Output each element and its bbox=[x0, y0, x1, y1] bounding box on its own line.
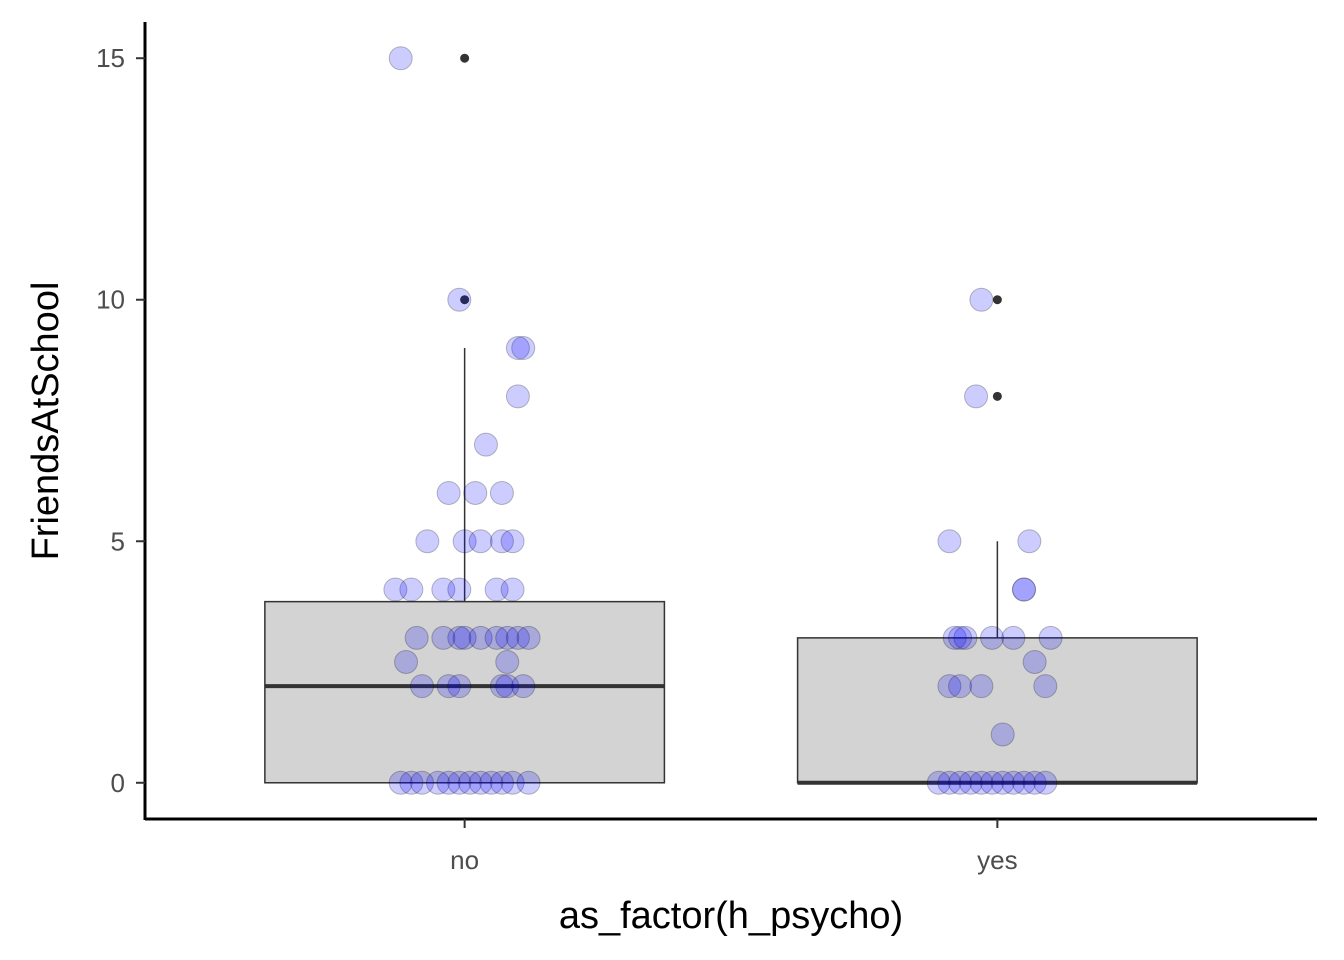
data-point-yes bbox=[969, 287, 994, 312]
data-point-no bbox=[511, 674, 536, 699]
axes-layer bbox=[143, 22, 1317, 821]
data-point-yes bbox=[948, 770, 973, 795]
data-point-no bbox=[426, 770, 450, 795]
data-point-no bbox=[399, 770, 424, 795]
data-point-no bbox=[468, 770, 493, 795]
data-point-no bbox=[452, 625, 477, 650]
data-point-no bbox=[505, 336, 530, 361]
data-point-yes bbox=[926, 770, 951, 795]
data-point-yes bbox=[937, 674, 962, 699]
data-point-yes bbox=[937, 770, 962, 795]
data-point-no bbox=[399, 577, 424, 602]
data-point-no bbox=[500, 770, 525, 795]
data-point-yes bbox=[969, 674, 994, 699]
data-point-no bbox=[436, 674, 461, 699]
data-point-no bbox=[410, 770, 435, 795]
boxes-layer bbox=[264, 53, 1198, 785]
data-point-yes bbox=[1012, 577, 1036, 602]
data-point-no bbox=[447, 287, 472, 312]
data-point-no bbox=[500, 577, 525, 602]
data-point-yes bbox=[1012, 770, 1036, 795]
data-point-yes bbox=[953, 625, 978, 650]
data-point-no bbox=[489, 674, 514, 699]
data-point-yes bbox=[980, 770, 1005, 795]
points-layer bbox=[383, 46, 1063, 795]
data-point-no bbox=[484, 625, 509, 650]
data-point-no bbox=[505, 384, 530, 409]
data-point-no bbox=[447, 674, 472, 699]
data-point-no bbox=[489, 480, 514, 505]
data-point-yes bbox=[980, 625, 1005, 650]
x-axis-title: as_factor(h_psycho) bbox=[559, 895, 903, 937]
x-tick-label: no bbox=[450, 845, 479, 875]
data-point-no bbox=[473, 432, 498, 457]
outlier-point-yes bbox=[992, 295, 1002, 305]
data-point-no bbox=[500, 529, 525, 554]
y-tick-label: 10 bbox=[96, 285, 125, 315]
data-point-no bbox=[447, 625, 472, 650]
data-point-no bbox=[415, 529, 440, 554]
data-point-yes bbox=[958, 770, 983, 795]
data-point-no bbox=[516, 625, 541, 650]
data-point-yes bbox=[937, 529, 962, 554]
data-point-no bbox=[447, 577, 472, 602]
data-point-no bbox=[495, 625, 520, 650]
y-tick-label: 15 bbox=[96, 43, 125, 73]
data-point-no bbox=[394, 650, 419, 675]
data-point-yes bbox=[990, 722, 1015, 747]
data-point-no bbox=[436, 770, 461, 795]
data-point-no bbox=[479, 770, 504, 795]
data-point-no bbox=[388, 46, 413, 71]
data-point-no bbox=[404, 625, 429, 650]
data-point-no bbox=[468, 625, 493, 650]
data-point-yes bbox=[942, 625, 967, 650]
data-point-no bbox=[431, 625, 456, 650]
data-point-no bbox=[463, 480, 488, 505]
data-point-no bbox=[516, 770, 541, 795]
data-point-yes bbox=[948, 674, 973, 699]
data-point-no bbox=[489, 770, 514, 795]
data-point-yes bbox=[1022, 650, 1047, 675]
ticks-layer: 0 5 10 15 no yes bbox=[96, 43, 1018, 875]
data-point-no bbox=[495, 674, 520, 699]
data-point-yes bbox=[1022, 770, 1047, 795]
y-tick-label: 5 bbox=[111, 526, 125, 556]
data-point-yes bbox=[990, 770, 1015, 795]
data-point-no bbox=[388, 770, 413, 795]
data-point-no bbox=[468, 529, 493, 554]
data-point-yes bbox=[964, 384, 989, 409]
data-point-no bbox=[495, 650, 520, 675]
data-point-yes bbox=[1012, 577, 1036, 602]
data-point-yes bbox=[1001, 625, 1026, 650]
data-point-no bbox=[436, 480, 461, 505]
data-point-no bbox=[505, 625, 530, 650]
data-point-no bbox=[431, 577, 456, 602]
outlier-point-yes bbox=[992, 391, 1002, 401]
data-point-no bbox=[383, 577, 408, 602]
data-point-no bbox=[447, 770, 472, 795]
data-point-yes bbox=[1017, 529, 1042, 554]
x-tick-label: yes bbox=[977, 845, 1017, 875]
data-point-no bbox=[457, 770, 482, 795]
data-point-no bbox=[484, 577, 509, 602]
data-point-no bbox=[410, 674, 435, 699]
data-point-yes bbox=[969, 770, 994, 795]
outlier-point-no bbox=[460, 53, 470, 63]
box-yes bbox=[796, 637, 1198, 784]
y-axis-title: FriendsAtSchool bbox=[25, 282, 67, 561]
outlier-point-no bbox=[460, 295, 470, 305]
data-point-no bbox=[452, 529, 477, 554]
data-point-yes bbox=[1001, 770, 1026, 795]
data-point-yes bbox=[948, 625, 973, 650]
data-point-no bbox=[489, 529, 514, 554]
data-point-yes bbox=[1038, 625, 1063, 650]
data-point-yes bbox=[1033, 674, 1058, 699]
data-point-yes bbox=[1033, 770, 1058, 795]
data-point-no bbox=[511, 336, 536, 361]
y-tick-label: 0 bbox=[111, 768, 125, 798]
box-no bbox=[264, 600, 666, 784]
